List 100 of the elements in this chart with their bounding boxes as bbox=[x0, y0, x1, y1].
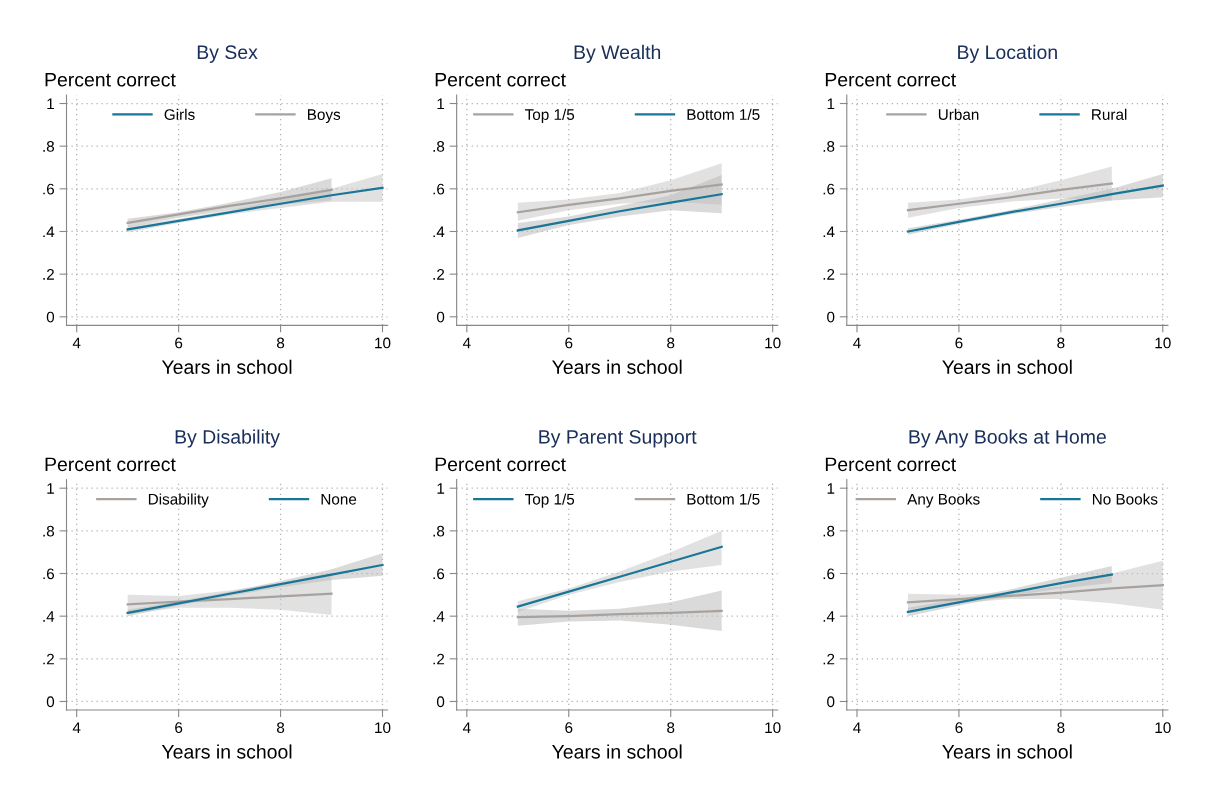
line-series bbox=[126, 188, 333, 225]
legend-label: Top 1/5 bbox=[524, 108, 575, 123]
chart-title: By Location bbox=[958, 44, 1057, 63]
y-tick-label: .6 bbox=[823, 568, 835, 580]
x-tick-label: 10 bbox=[375, 337, 391, 349]
x-tick-label: 8 bbox=[276, 722, 285, 734]
legend-label: Rural bbox=[1092, 108, 1127, 120]
y-tick-label: .6 bbox=[433, 568, 445, 580]
legend-label: Bottom 1/5 bbox=[687, 493, 760, 505]
legend-label: Disability bbox=[148, 493, 209, 508]
x-tick-label: 10 bbox=[1155, 722, 1171, 734]
line-series bbox=[906, 184, 1164, 233]
x-tick-label: 8 bbox=[667, 722, 675, 734]
x-axis-title: Years in school bbox=[552, 359, 682, 374]
line-series bbox=[516, 193, 723, 232]
x-tick-label: 6 bbox=[175, 337, 183, 349]
x-tick-label: 6 bbox=[955, 337, 963, 349]
x-tick-label: 8 bbox=[1057, 722, 1065, 734]
y-tick-label: .8 bbox=[433, 525, 445, 537]
line-series bbox=[516, 609, 723, 619]
y-tick-label: .2 bbox=[823, 269, 835, 280]
y-tick-label: .8 bbox=[43, 525, 55, 537]
y-tick-label: 0 bbox=[46, 696, 55, 708]
y-tick-label: .2 bbox=[43, 269, 54, 280]
y-axis-title: Percent correct bbox=[45, 457, 176, 472]
x-tick-label: 8 bbox=[276, 337, 285, 349]
y-tick-label: .8 bbox=[43, 141, 55, 152]
y-tick-label: 1 bbox=[47, 483, 54, 494]
x-tick-label: 4 bbox=[462, 722, 471, 733]
x-axis-title: Years in school bbox=[161, 744, 292, 759]
legend-label: Bottom 1/5 bbox=[687, 108, 760, 120]
y-tick-label: .4 bbox=[433, 226, 445, 238]
y-tick-label: .8 bbox=[823, 525, 835, 537]
x-tick-label: 6 bbox=[175, 722, 183, 734]
line-series bbox=[126, 563, 384, 615]
chart-title: By Any Books at Home bbox=[909, 429, 1106, 448]
legend-label: Girls bbox=[164, 108, 195, 120]
y-tick-label: .4 bbox=[433, 611, 445, 622]
y-tick-label: 0 bbox=[46, 311, 55, 323]
x-tick-label: 8 bbox=[667, 337, 675, 349]
y-tick-label: .6 bbox=[433, 183, 445, 195]
y-tick-label: 0 bbox=[436, 311, 445, 323]
x-tick-label: 10 bbox=[1155, 337, 1171, 349]
y-tick-label: .2 bbox=[433, 653, 445, 665]
y-tick-label: .8 bbox=[823, 141, 835, 152]
y-tick-label: 0 bbox=[827, 696, 835, 708]
x-tick-label: 4 bbox=[853, 337, 861, 349]
y-tick-label: 1 bbox=[827, 98, 835, 110]
y-tick-label: .2 bbox=[43, 653, 54, 665]
legend-label: No Books bbox=[1092, 493, 1158, 505]
y-axis-title: Percent correct bbox=[435, 72, 566, 87]
x-tick-label: 10 bbox=[765, 722, 781, 734]
line-series bbox=[906, 584, 1164, 604]
y-tick-label: .4 bbox=[823, 611, 835, 622]
y-axis-title: Percent correct bbox=[825, 457, 956, 472]
x-tick-label: 8 bbox=[1057, 337, 1065, 349]
y-tick-label: 1 bbox=[437, 483, 445, 494]
y-tick-label: 0 bbox=[436, 696, 445, 708]
y-tick-label: .4 bbox=[43, 611, 55, 622]
x-tick-label: 4 bbox=[853, 722, 861, 733]
x-tick-label: 6 bbox=[565, 722, 573, 734]
y-tick-label: .6 bbox=[43, 568, 55, 580]
y-tick-label: .6 bbox=[823, 183, 835, 195]
x-tick-label: 4 bbox=[72, 722, 81, 733]
line-series bbox=[516, 545, 723, 608]
chart-title: By Sex bbox=[197, 45, 258, 63]
x-tick-label: 10 bbox=[375, 722, 391, 734]
chart-title: By Disability bbox=[175, 429, 280, 448]
y-axis-title: Percent correct bbox=[435, 457, 566, 472]
y-axis-title: Percent correct bbox=[825, 72, 956, 87]
x-tick-label: 4 bbox=[462, 337, 471, 349]
line-series bbox=[906, 182, 1113, 212]
legend-label: Any Books bbox=[907, 493, 980, 508]
y-tick-label: .2 bbox=[823, 653, 835, 665]
line-series bbox=[126, 186, 384, 231]
y-tick-label: .2 bbox=[433, 269, 445, 280]
x-axis-title: Years in school bbox=[161, 359, 292, 374]
y-tick-label: 1 bbox=[437, 98, 445, 110]
x-tick-label: 6 bbox=[565, 337, 573, 349]
y-tick-label: .4 bbox=[43, 226, 55, 238]
legend-label: None bbox=[321, 493, 357, 505]
x-axis-title: Years in school bbox=[942, 359, 1072, 374]
y-tick-label: 1 bbox=[47, 98, 54, 110]
x-axis-title: Years in school bbox=[552, 744, 682, 759]
legend-label: Top 1/5 bbox=[524, 493, 575, 508]
y-tick-label: .6 bbox=[43, 183, 55, 195]
chart-title: By Parent Support bbox=[539, 429, 697, 448]
legend-label: Boys bbox=[307, 109, 341, 123]
line-series bbox=[516, 183, 723, 214]
y-axis-title: Percent correct bbox=[45, 72, 176, 87]
line-series bbox=[126, 592, 333, 606]
chart-title: By Wealth bbox=[574, 44, 661, 63]
x-tick-label: 6 bbox=[955, 722, 963, 734]
x-tick-label: 10 bbox=[765, 337, 781, 349]
line-series bbox=[906, 573, 1113, 614]
x-tick-label: 4 bbox=[72, 337, 81, 349]
y-tick-label: .8 bbox=[433, 141, 445, 152]
legend-label: Urban bbox=[938, 108, 979, 120]
x-axis-title: Years in school bbox=[942, 744, 1072, 759]
y-tick-label: 0 bbox=[827, 311, 835, 323]
